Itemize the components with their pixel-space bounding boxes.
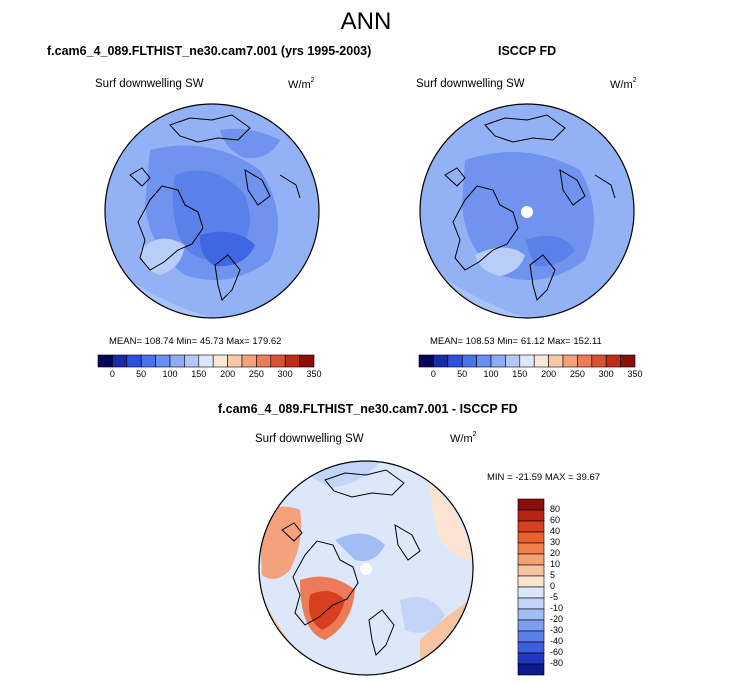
obs-stats: MEAN= 108.53 Min= 61.12 Max= 152.11 — [430, 336, 602, 347]
model-colorbar — [97, 354, 315, 368]
diff-colorbar — [517, 498, 545, 676]
colorbar-tick-label: -40 — [550, 636, 564, 646]
colorbar-swatch — [447, 354, 463, 368]
colorbar-tick-label: 0 — [430, 369, 436, 379]
colorbar-tick-label: 5 — [550, 570, 556, 580]
colorbar-tick-label: 300 — [598, 369, 614, 379]
diff-panel-title: f.cam6_4_089.FLTHIST_ne30.cam7.001 - ISC… — [218, 402, 518, 416]
colorbar-tick-label: 150 — [191, 369, 207, 379]
colorbar-swatch — [212, 354, 228, 368]
colorbar-swatch — [562, 354, 578, 368]
colorbar-tick-label: 20 — [550, 548, 561, 558]
colorbar-tick-label: 30 — [550, 537, 561, 547]
model-stats: MEAN= 108.74 Min= 45.73 Max= 179.62 — [109, 336, 282, 347]
obs-colorbar — [418, 354, 636, 368]
colorbar-swatch — [517, 520, 545, 533]
colorbar-swatch — [517, 498, 545, 511]
colorbar-swatch — [227, 354, 243, 368]
colorbar-swatch — [517, 630, 545, 643]
diff-map — [258, 460, 474, 676]
colorbar-swatch — [591, 354, 607, 368]
colorbar-swatch — [169, 354, 185, 368]
colorbar-swatch — [533, 354, 549, 368]
colorbar-swatch — [433, 354, 449, 368]
colorbar-swatch — [517, 586, 545, 599]
colorbar-tick-label: -10 — [550, 603, 564, 613]
colorbar-swatch — [256, 354, 272, 368]
colorbar-swatch — [517, 663, 545, 676]
colorbar-swatch — [198, 354, 214, 368]
colorbar-swatch — [577, 354, 593, 368]
colorbar-tick-label: 150 — [512, 369, 528, 379]
colorbar-swatch — [517, 553, 545, 566]
obs-variable-label: Surf downwelling SW — [416, 78, 525, 90]
colorbar-swatch — [517, 652, 545, 665]
colorbar-tick-label: 0 — [109, 369, 115, 379]
colorbar-tick-label: 100 — [162, 369, 178, 379]
page-title: ANN — [340, 8, 392, 35]
colorbar-swatch — [476, 354, 492, 368]
colorbar-swatch — [112, 354, 128, 368]
colorbar-swatch — [184, 354, 200, 368]
colorbar-swatch — [605, 354, 621, 368]
colorbar-tick-label: 200 — [220, 369, 236, 379]
colorbar-swatch — [517, 564, 545, 577]
colorbar-tick-label: 10 — [550, 559, 561, 569]
colorbar-swatch — [490, 354, 506, 368]
obs-map — [419, 103, 635, 319]
colorbar-tick-label: 50 — [457, 369, 468, 379]
colorbar-swatch — [517, 619, 545, 632]
colorbar-tick-label: 100 — [483, 369, 499, 379]
colorbar-swatch — [270, 354, 286, 368]
colorbar-swatch — [519, 354, 535, 368]
model-units: W/m2 — [288, 77, 315, 91]
colorbar-swatch — [461, 354, 477, 368]
colorbar-tick-label: -60 — [550, 647, 564, 657]
colorbar-tick-label: 350 — [306, 369, 322, 379]
model-variable-label: Surf downwelling SW — [95, 78, 204, 90]
colorbar-tick-label: -30 — [550, 625, 564, 635]
colorbar-swatch — [140, 354, 156, 368]
model-panel-title: f.cam6_4_089.FLTHIST_ne30.cam7.001 (yrs … — [47, 44, 372, 58]
colorbar-tick-label: 60 — [550, 515, 561, 525]
colorbar-tick-label: 50 — [136, 369, 147, 379]
colorbar-tick-label: -80 — [550, 658, 564, 668]
obs-missing-pole — [521, 206, 533, 218]
colorbar-tick-label: 200 — [541, 369, 557, 379]
obs-panel-title: ISCCP FD — [498, 44, 557, 58]
colorbar-tick-label: 350 — [627, 369, 643, 379]
colorbar-swatch — [97, 354, 113, 368]
colorbar-swatch — [241, 354, 257, 368]
colorbar-swatch — [299, 354, 315, 368]
diff-missing-pole — [360, 563, 372, 575]
colorbar-swatch — [548, 354, 564, 368]
colorbar-swatch — [517, 531, 545, 544]
colorbar-tick-label: 0 — [550, 581, 556, 591]
colorbar-swatch — [517, 608, 545, 621]
colorbar-swatch — [505, 354, 521, 368]
diff-units: W/m2 — [450, 431, 477, 445]
diff-stats: MIN = -21.59 MAX = 39.67 — [487, 472, 601, 483]
colorbar-swatch — [126, 354, 142, 368]
colorbar-swatch — [517, 575, 545, 588]
colorbar-swatch — [517, 509, 545, 522]
colorbar-swatch — [517, 641, 545, 654]
colorbar-swatch — [620, 354, 636, 368]
colorbar-swatch — [517, 542, 545, 555]
colorbar-tick-label: 300 — [277, 369, 293, 379]
colorbar-tick-label: 80 — [550, 504, 561, 514]
colorbar-swatch — [155, 354, 171, 368]
colorbar-swatch — [284, 354, 300, 368]
colorbar-tick-label: -20 — [550, 614, 564, 624]
colorbar-tick-label: 250 — [569, 369, 585, 379]
colorbar-tick-label: 250 — [248, 369, 264, 379]
colorbar-swatch — [418, 354, 434, 368]
model-map — [104, 103, 320, 319]
obs-units: W/m2 — [610, 77, 637, 91]
diff-variable-label: Surf downwelling SW — [255, 433, 364, 445]
colorbar-tick-label: -5 — [550, 592, 559, 602]
colorbar-swatch — [517, 597, 545, 610]
colorbar-tick-label: 40 — [550, 526, 561, 536]
